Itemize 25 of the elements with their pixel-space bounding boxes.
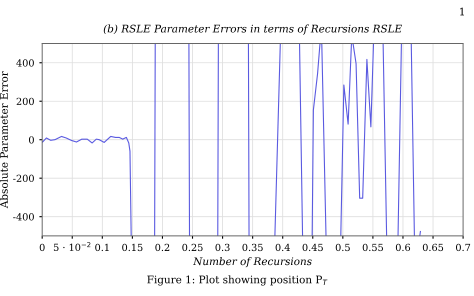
x-tick-label: 0.2 [155, 244, 170, 252]
x-axis-title: Number of Recursions [193, 257, 312, 268]
chart-title: (b) RSLE Parameter Errors in terms of Recursions RSLE [104, 24, 402, 35]
y-tick-label: 400 [16, 59, 34, 67]
y-tick-label: -400 [13, 213, 34, 221]
y-tick-label: 0 [29, 136, 34, 144]
x-tick-label: 0.4 [276, 244, 290, 252]
y-tick-label: 200 [16, 98, 34, 106]
x-tick-label: 0.1 [95, 244, 109, 252]
x-tick-label: 0.3 [215, 244, 230, 252]
x-tick-label: 0.45 [302, 244, 323, 252]
x-tick-label: 0.35 [242, 244, 263, 252]
x-tick-label: 5 · 10$^{−2}$ [54, 242, 90, 251]
x-tick-label: 0.6 [396, 244, 410, 252]
caption: Figure 1: Plot showing position P$_{T}$ [147, 275, 328, 286]
y-tick-label: -200 [13, 174, 34, 182]
y-axis-title: Absolute Parameter Error [0, 71, 8, 208]
x-tick-label: 0.65 [422, 244, 444, 252]
x-tick-label: 0 [40, 244, 45, 252]
x-tick-label: 0.25 [182, 244, 203, 252]
text: 1 [460, 8, 464, 16]
x-tick-label: 0.5 [336, 244, 350, 252]
x-tick-label: 0.15 [122, 244, 142, 252]
x-tick-label: 0.7 [456, 244, 470, 252]
x-tick-label: 0.55 [362, 244, 383, 252]
